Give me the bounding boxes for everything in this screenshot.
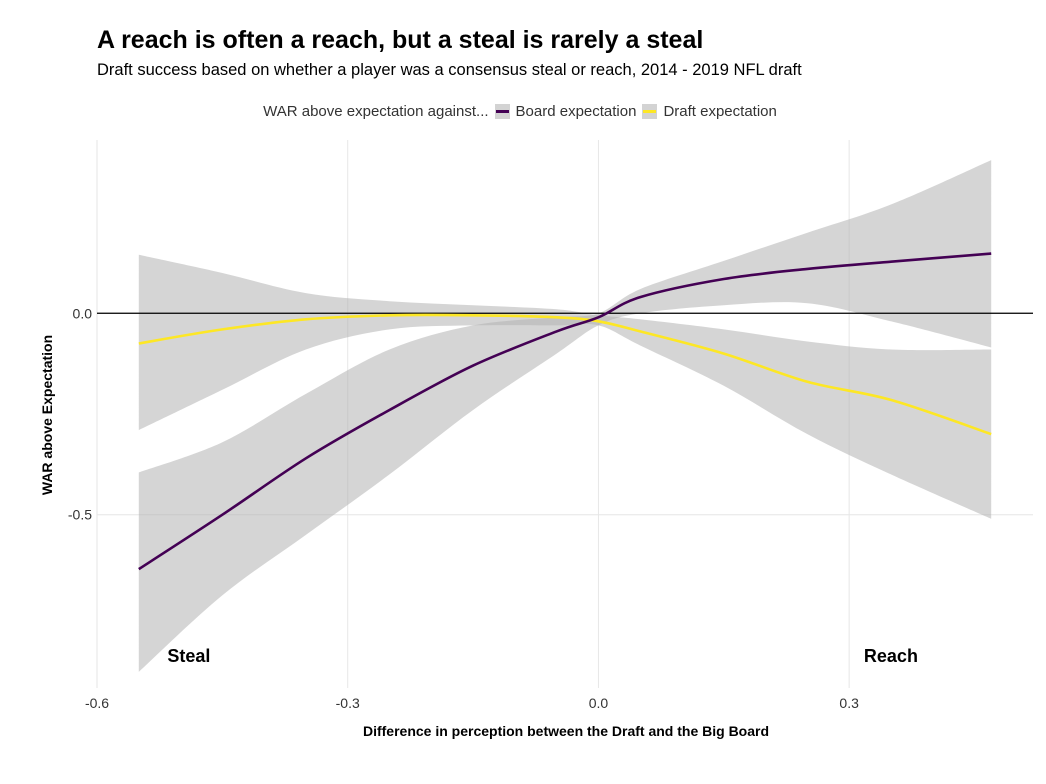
series-lines <box>138 252 992 571</box>
annotations: Steal Reach <box>167 646 918 666</box>
legend: WAR above expectation against... Board e… <box>0 103 1046 120</box>
annotation-steal: Steal <box>167 646 210 666</box>
confidence-bands <box>138 160 992 672</box>
chart-title: A reach is often a reach, but a steal is… <box>97 26 704 54</box>
y-axis-title: WAR above Expectation <box>39 335 55 495</box>
y-tick-label: -0.5 <box>68 507 92 523</box>
x-tick-label: 0.3 <box>839 695 859 711</box>
series-line-board <box>138 252 992 571</box>
x-tick-label: -0.3 <box>336 695 360 711</box>
legend-label-draft: Draft expectation <box>663 103 777 120</box>
series-line-draft <box>138 313 992 436</box>
chart-subtitle: Draft success based on whether a player … <box>97 61 802 79</box>
legend-key-board <box>494 104 510 119</box>
legend-label-board: Board expectation <box>515 103 637 120</box>
y-tick-label: 0.0 <box>73 305 93 321</box>
x-tick-label: 0.0 <box>589 695 609 711</box>
x-axis-title: Difference in perception between the Dra… <box>363 723 769 739</box>
axis-ticks: -0.6 -0.3 0.0 0.3 0.0 -0.5 <box>68 305 859 711</box>
x-tick-label: -0.6 <box>85 695 109 711</box>
confidence-band-board <box>138 160 992 672</box>
annotation-reach: Reach <box>864 646 918 666</box>
legend-key-draft <box>642 104 658 119</box>
confidence-band-draft <box>138 254 992 519</box>
legend-title: WAR above expectation against... <box>263 103 489 120</box>
